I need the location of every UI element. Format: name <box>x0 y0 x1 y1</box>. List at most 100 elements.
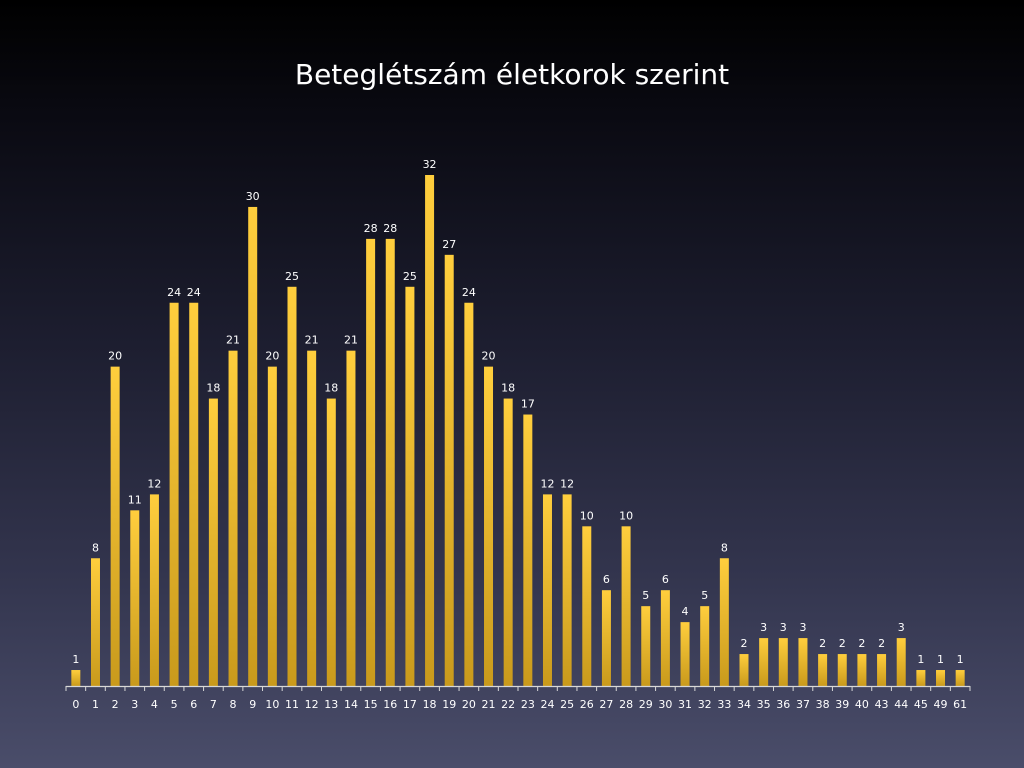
x-tick-label: 24 <box>540 698 554 711</box>
bar <box>582 526 592 686</box>
x-tick-label: 16 <box>383 698 397 711</box>
bar <box>680 622 690 687</box>
x-tick-label: 29 <box>639 698 653 711</box>
bar <box>189 302 199 686</box>
data-label: 24 <box>167 286 181 299</box>
data-label: 8 <box>721 541 728 554</box>
bar <box>503 398 513 686</box>
chart-title: Beteglétszám életkorok szerint <box>294 58 730 91</box>
x-tick-label: 37 <box>796 698 810 711</box>
x-tick-label: 35 <box>757 698 771 711</box>
x-tick-label: 6 <box>190 698 197 711</box>
bar <box>346 350 356 686</box>
x-tick-label: 7 <box>210 698 217 711</box>
bar <box>955 670 965 686</box>
x-tick-label: 17 <box>403 698 417 711</box>
data-label: 1 <box>917 653 924 666</box>
x-tick-label: 10 <box>265 698 279 711</box>
x-tick-label: 14 <box>344 698 358 711</box>
x-tick-label: 11 <box>285 698 299 711</box>
bar <box>562 494 572 687</box>
bar <box>444 254 454 686</box>
x-tick-label: 39 <box>835 698 849 711</box>
x-tick-label: 2 <box>112 698 119 711</box>
data-label: 27 <box>442 238 456 251</box>
bar <box>778 638 788 686</box>
data-label: 3 <box>780 621 787 634</box>
bar <box>130 510 140 686</box>
data-label: 10 <box>580 509 594 522</box>
x-tick-label: 19 <box>442 698 456 711</box>
data-label: 1 <box>72 653 79 666</box>
data-label: 4 <box>682 605 689 618</box>
x-tick-label: 61 <box>953 698 967 711</box>
data-label: 2 <box>819 637 826 650</box>
data-label: 20 <box>482 350 496 363</box>
data-label: 11 <box>128 493 142 506</box>
bar <box>326 398 336 686</box>
bar <box>798 638 808 686</box>
x-tick-label: 38 <box>816 698 830 711</box>
bars-layer <box>71 175 965 687</box>
x-tick-label: 27 <box>599 698 613 711</box>
bar <box>267 366 277 687</box>
bar <box>149 494 159 687</box>
data-label: 20 <box>265 350 279 363</box>
bar <box>287 286 297 686</box>
x-tick-label: 31 <box>678 698 692 711</box>
data-label: 8 <box>92 541 99 554</box>
data-label: 25 <box>285 270 299 283</box>
x-tick-label: 18 <box>423 698 437 711</box>
bar <box>523 414 533 686</box>
data-label: 32 <box>423 158 437 171</box>
x-tick-label: 21 <box>482 698 496 711</box>
data-label: 18 <box>206 382 220 395</box>
bar <box>896 638 906 686</box>
x-tick-label: 25 <box>560 698 574 711</box>
x-tick-label: 40 <box>855 698 869 711</box>
bar <box>641 606 651 686</box>
data-label: 3 <box>898 621 905 634</box>
bar <box>169 302 179 686</box>
data-label: 25 <box>403 270 417 283</box>
bar <box>425 175 435 686</box>
data-label: 2 <box>839 637 846 650</box>
x-tick-label: 30 <box>658 698 672 711</box>
x-tick-label: 34 <box>737 698 751 711</box>
bar <box>110 366 120 687</box>
data-label: 3 <box>760 621 767 634</box>
data-label: 24 <box>462 286 476 299</box>
x-tick-label: 12 <box>305 698 319 711</box>
bar <box>484 366 494 687</box>
x-tick-label: 5 <box>171 698 178 711</box>
data-label: 5 <box>701 589 708 602</box>
data-label: 21 <box>226 334 240 347</box>
x-tick-label: 8 <box>230 698 237 711</box>
bar <box>877 654 887 686</box>
x-tick-label: 28 <box>619 698 633 711</box>
data-label: 2 <box>878 637 885 650</box>
x-tick-label: 43 <box>875 698 889 711</box>
data-label: 3 <box>799 621 806 634</box>
data-label: 10 <box>619 509 633 522</box>
x-tick-label: 20 <box>462 698 476 711</box>
x-tick-label: 44 <box>894 698 908 711</box>
bar <box>385 238 395 687</box>
bar <box>542 494 552 687</box>
x-tick-label: 23 <box>521 698 535 711</box>
bar <box>307 350 317 686</box>
data-label: 24 <box>187 286 201 299</box>
x-tick-label: 45 <box>914 698 928 711</box>
x-axis <box>65 685 971 691</box>
labels-layer: 1081202113124245246187218309201025112112… <box>72 158 967 711</box>
bar <box>464 302 474 686</box>
data-label: 28 <box>383 222 397 235</box>
x-tick-label: 32 <box>698 698 712 711</box>
data-label: 12 <box>147 477 161 490</box>
data-label: 17 <box>521 398 535 411</box>
bar <box>248 206 258 686</box>
bar <box>739 654 749 686</box>
bar <box>759 638 769 686</box>
data-label: 5 <box>642 589 649 602</box>
